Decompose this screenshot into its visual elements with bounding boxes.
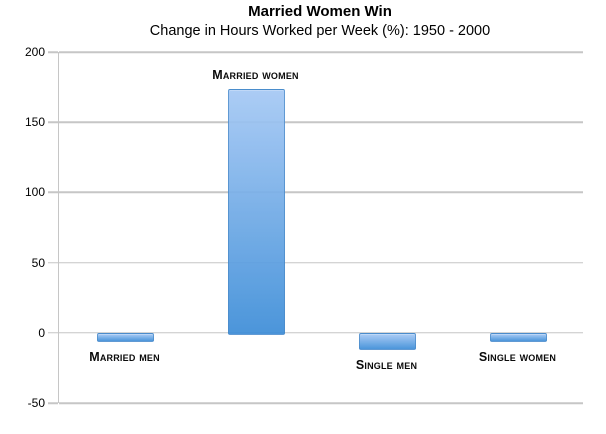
bar-married-men xyxy=(97,332,154,342)
category-label-married-women: Married women xyxy=(212,67,299,82)
y-axis-label-100: 100 xyxy=(24,185,45,200)
y-axis-tick-200 xyxy=(48,51,58,53)
bar-married-women xyxy=(228,88,285,335)
y-axis-tick-100 xyxy=(48,191,58,194)
y-axis-label--50: -50 xyxy=(27,396,45,410)
bar-single-men xyxy=(359,332,416,351)
category-label-single-men: Single men xyxy=(355,358,418,373)
y-axis-label-150: 150 xyxy=(24,115,45,130)
gridline-150 xyxy=(59,121,583,123)
y-axis-label-50: 50 xyxy=(31,255,45,270)
chart-subtitle: Change in Hours Worked per Week (%): 195… xyxy=(149,23,491,39)
y-axis-tick-0 xyxy=(48,332,58,334)
y-axis-label-200: 200 xyxy=(24,45,45,59)
chart-title: Married Women Win xyxy=(248,3,392,20)
y-axis-label-0: 0 xyxy=(38,325,45,340)
category-label-single-women: Single women xyxy=(478,349,557,364)
gridline-200 xyxy=(59,51,583,53)
y-axis-tick-50 xyxy=(48,261,58,264)
y-axis-tick-150 xyxy=(48,121,58,123)
y-axis-tick--50 xyxy=(48,402,58,404)
gridline-100 xyxy=(59,191,583,194)
gridline-50 xyxy=(59,261,583,264)
bar-single-women xyxy=(490,332,547,342)
gridline-0 xyxy=(59,332,583,334)
gridline--50 xyxy=(59,402,583,404)
plot-area: 200 150 100 50 0 -50 Married men Married women S… xyxy=(25,45,583,410)
category-label-married-men: Married men xyxy=(89,349,160,364)
